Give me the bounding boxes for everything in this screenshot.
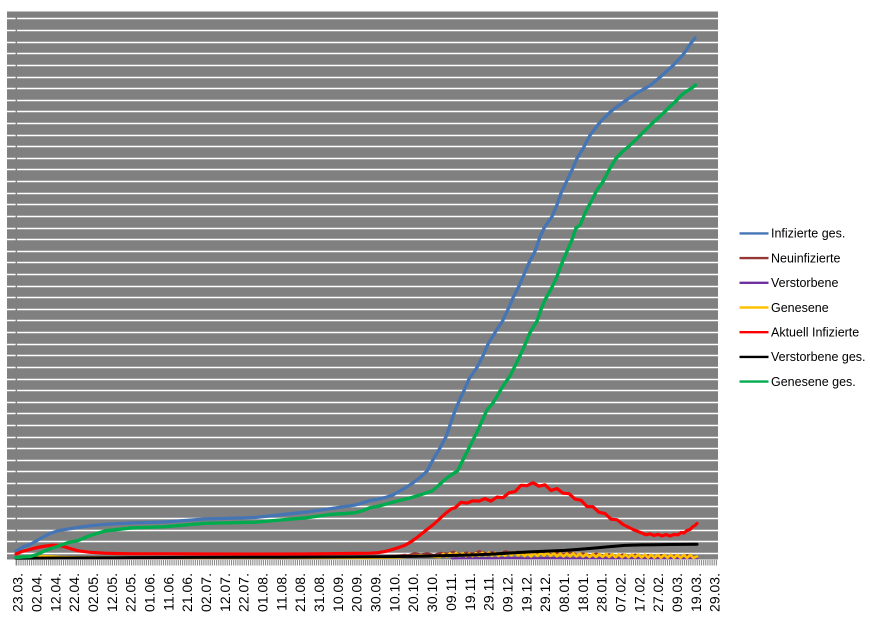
svg-text:Verstorbene: Verstorbene <box>771 276 838 290</box>
svg-text:19.03.: 19.03. <box>688 573 704 612</box>
svg-text:07.02.: 07.02. <box>613 573 629 612</box>
svg-text:11.06.: 11.06. <box>160 573 176 611</box>
svg-text:Infizierte ges.: Infizierte ges. <box>771 227 845 241</box>
svg-text:29.03.: 29.03. <box>707 573 723 612</box>
svg-text:02.04.: 02.04. <box>28 573 44 612</box>
svg-text:20.09.: 20.09. <box>349 573 365 612</box>
svg-text:Genesene ges.: Genesene ges. <box>771 375 856 389</box>
svg-text:11.08.: 11.08. <box>273 573 289 611</box>
svg-text:02.07.: 02.07. <box>198 573 214 612</box>
svg-text:30.09.: 30.09. <box>368 573 384 612</box>
svg-text:02.05.: 02.05. <box>85 573 101 612</box>
svg-text:08.01.: 08.01. <box>556 573 572 612</box>
svg-text:09.03.: 09.03. <box>669 573 685 612</box>
svg-text:29.11.: 29.11. <box>481 573 497 611</box>
svg-text:29.12.: 29.12. <box>537 573 553 612</box>
svg-text:31.08.: 31.08. <box>311 573 327 612</box>
svg-text:01.08.: 01.08. <box>255 573 271 612</box>
svg-text:21.08.: 21.08. <box>292 573 308 612</box>
svg-text:Neuinfizierte: Neuinfizierte <box>771 251 841 265</box>
svg-text:01.06.: 01.06. <box>142 573 158 612</box>
svg-text:17.02.: 17.02. <box>631 573 647 612</box>
svg-text:30.10.: 30.10. <box>424 573 440 612</box>
svg-text:Aktuell Infizierte: Aktuell Infizierte <box>771 326 859 340</box>
svg-text:12.05.: 12.05. <box>104 573 120 612</box>
svg-text:10.09.: 10.09. <box>330 573 346 612</box>
svg-text:09.11.: 09.11. <box>443 573 459 611</box>
svg-text:19.11.: 19.11. <box>462 573 478 611</box>
svg-text:19.12.: 19.12. <box>518 573 534 612</box>
svg-text:27.02.: 27.02. <box>650 573 666 612</box>
svg-text:22.04.: 22.04. <box>66 573 82 612</box>
svg-text:12.07.: 12.07. <box>217 573 233 612</box>
svg-text:09.12.: 09.12. <box>499 573 515 612</box>
svg-text:21.06.: 21.06. <box>179 573 195 612</box>
svg-text:23.03.: 23.03. <box>10 573 26 612</box>
svg-text:Genesene: Genesene <box>771 301 829 315</box>
svg-text:22.05.: 22.05. <box>123 573 139 612</box>
svg-text:20.10.: 20.10. <box>405 573 421 612</box>
svg-text:10.10.: 10.10. <box>386 573 402 612</box>
svg-text:28.01.: 28.01. <box>594 573 610 612</box>
svg-text:12.04.: 12.04. <box>47 573 63 612</box>
svg-text:Verstorbene ges.: Verstorbene ges. <box>771 350 866 364</box>
svg-text:22.07.: 22.07. <box>236 573 252 612</box>
svg-text:18.01.: 18.01. <box>575 573 591 612</box>
